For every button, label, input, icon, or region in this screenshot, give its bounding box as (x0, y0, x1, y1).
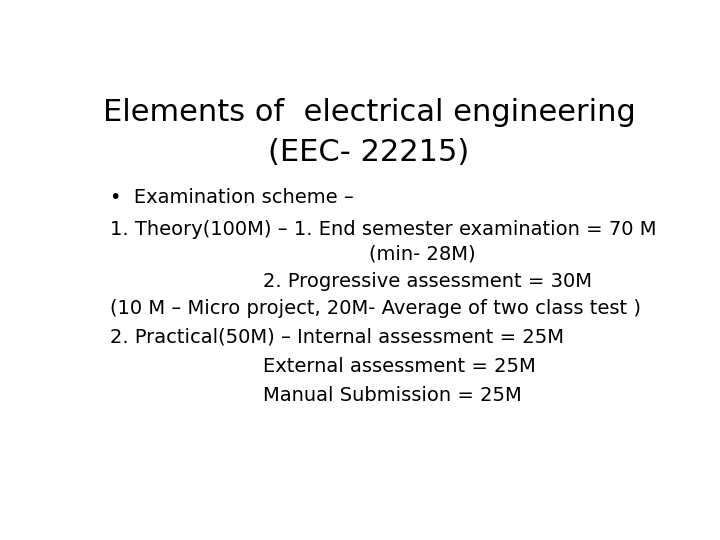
Text: Elements of  electrical engineering: Elements of electrical engineering (103, 98, 635, 127)
Text: External assessment = 25M: External assessment = 25M (263, 357, 536, 376)
Text: 2. Progressive assessment = 30M: 2. Progressive assessment = 30M (263, 272, 592, 291)
Text: 1. Theory(100M) – 1. End semester examination = 70 M: 1. Theory(100M) – 1. End semester examin… (109, 220, 656, 239)
Text: (min- 28M): (min- 28M) (369, 245, 476, 264)
Text: 2. Practical(50M) – Internal assessment = 25M: 2. Practical(50M) – Internal assessment … (109, 328, 564, 347)
Text: (EEC- 22215): (EEC- 22215) (269, 138, 469, 167)
Text: •  Examination scheme –: • Examination scheme – (109, 188, 354, 207)
Text: Manual Submission = 25M: Manual Submission = 25M (263, 386, 522, 405)
Text: (10 M – Micro project, 20M- Average of two class test ): (10 M – Micro project, 20M- Average of t… (109, 299, 641, 318)
